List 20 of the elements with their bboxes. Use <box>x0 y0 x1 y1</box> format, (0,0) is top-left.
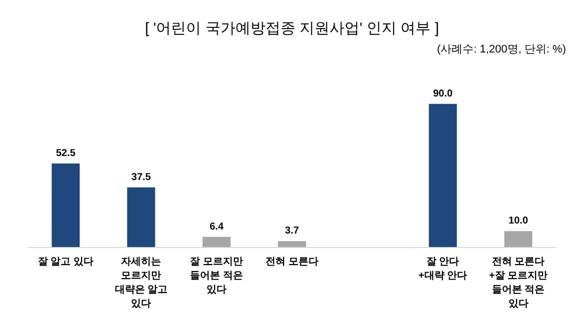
data-label: 90.0 <box>433 88 454 100</box>
bar <box>127 187 156 247</box>
data-label: 52.5 <box>56 148 76 160</box>
x-tick-label: 자세히는 모르지만 대략은 알고 있다 <box>114 256 168 310</box>
data-label: 37.5 <box>131 172 152 183</box>
x-tick-label: 잘 모르지만 들어본 적은 있다 <box>190 256 243 296</box>
bar <box>278 241 306 247</box>
x-tick-label: 전혀 모른다 <box>266 256 318 268</box>
chart-title: [ '어린이 국가예방접종 지원사업' 인지 여부 ] <box>144 20 440 37</box>
bar <box>428 104 457 247</box>
x-tick-label: 잘 알고 있다 <box>38 256 94 268</box>
bar <box>504 231 532 247</box>
x-tick-label: 전혀 모른다 +잘 모르지만 들어본 적은 있다 <box>488 256 548 310</box>
data-label: 3.7 <box>285 226 300 237</box>
bar <box>52 164 80 247</box>
x-tick-label: 잘 안다 +대략 안다 <box>418 256 468 282</box>
data-label: 10.0 <box>508 216 528 227</box>
bar <box>202 236 231 247</box>
text: (사례수: 1,200명, 단위: %) <box>437 44 566 56</box>
data-label: 6.4 <box>210 221 224 232</box>
